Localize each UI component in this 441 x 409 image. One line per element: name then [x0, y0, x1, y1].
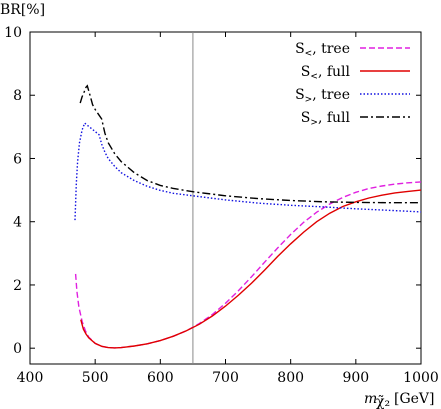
legend-label: S>, tree	[295, 87, 350, 105]
x-tick-label: 500	[82, 370, 109, 386]
x-tick-label: 1000	[403, 370, 439, 386]
x-tick-label: 900	[342, 370, 369, 386]
x-tick-label: 600	[147, 370, 174, 386]
series-line	[74, 121, 422, 221]
legend-label: S>, full	[301, 110, 351, 128]
y-tick-label: 4	[13, 215, 22, 231]
x-tick-label: 800	[277, 370, 304, 386]
y-tick-label: 6	[13, 151, 22, 167]
plot-frame	[29, 31, 422, 365]
x-axis-label: m χ̃₂ [GeV]	[364, 391, 435, 409]
legend-label: S<, tree	[295, 41, 350, 59]
series-line	[79, 84, 421, 204]
y-tick-label: 0	[13, 341, 22, 357]
x-axis-label-unit: [GeV]	[394, 391, 435, 407]
y-tick-label: 8	[13, 88, 22, 104]
x-axis-label-mass: m	[364, 391, 377, 407]
series-lines	[74, 84, 422, 349]
y-axis-label: BR[%]	[0, 2, 45, 18]
y-tick-label: 2	[13, 278, 22, 294]
x-tick-label: 400	[17, 370, 44, 386]
legend-label: S<, full	[301, 64, 351, 82]
y-tick-label: 10	[4, 25, 22, 41]
series-line	[80, 189, 422, 349]
legend: S<, tree S<, full S>, tree S>, full	[295, 41, 410, 128]
x-axis-label-subscript: χ̃₂	[376, 394, 390, 409]
series-line	[74, 181, 422, 349]
x-tick-label: 700	[212, 370, 239, 386]
